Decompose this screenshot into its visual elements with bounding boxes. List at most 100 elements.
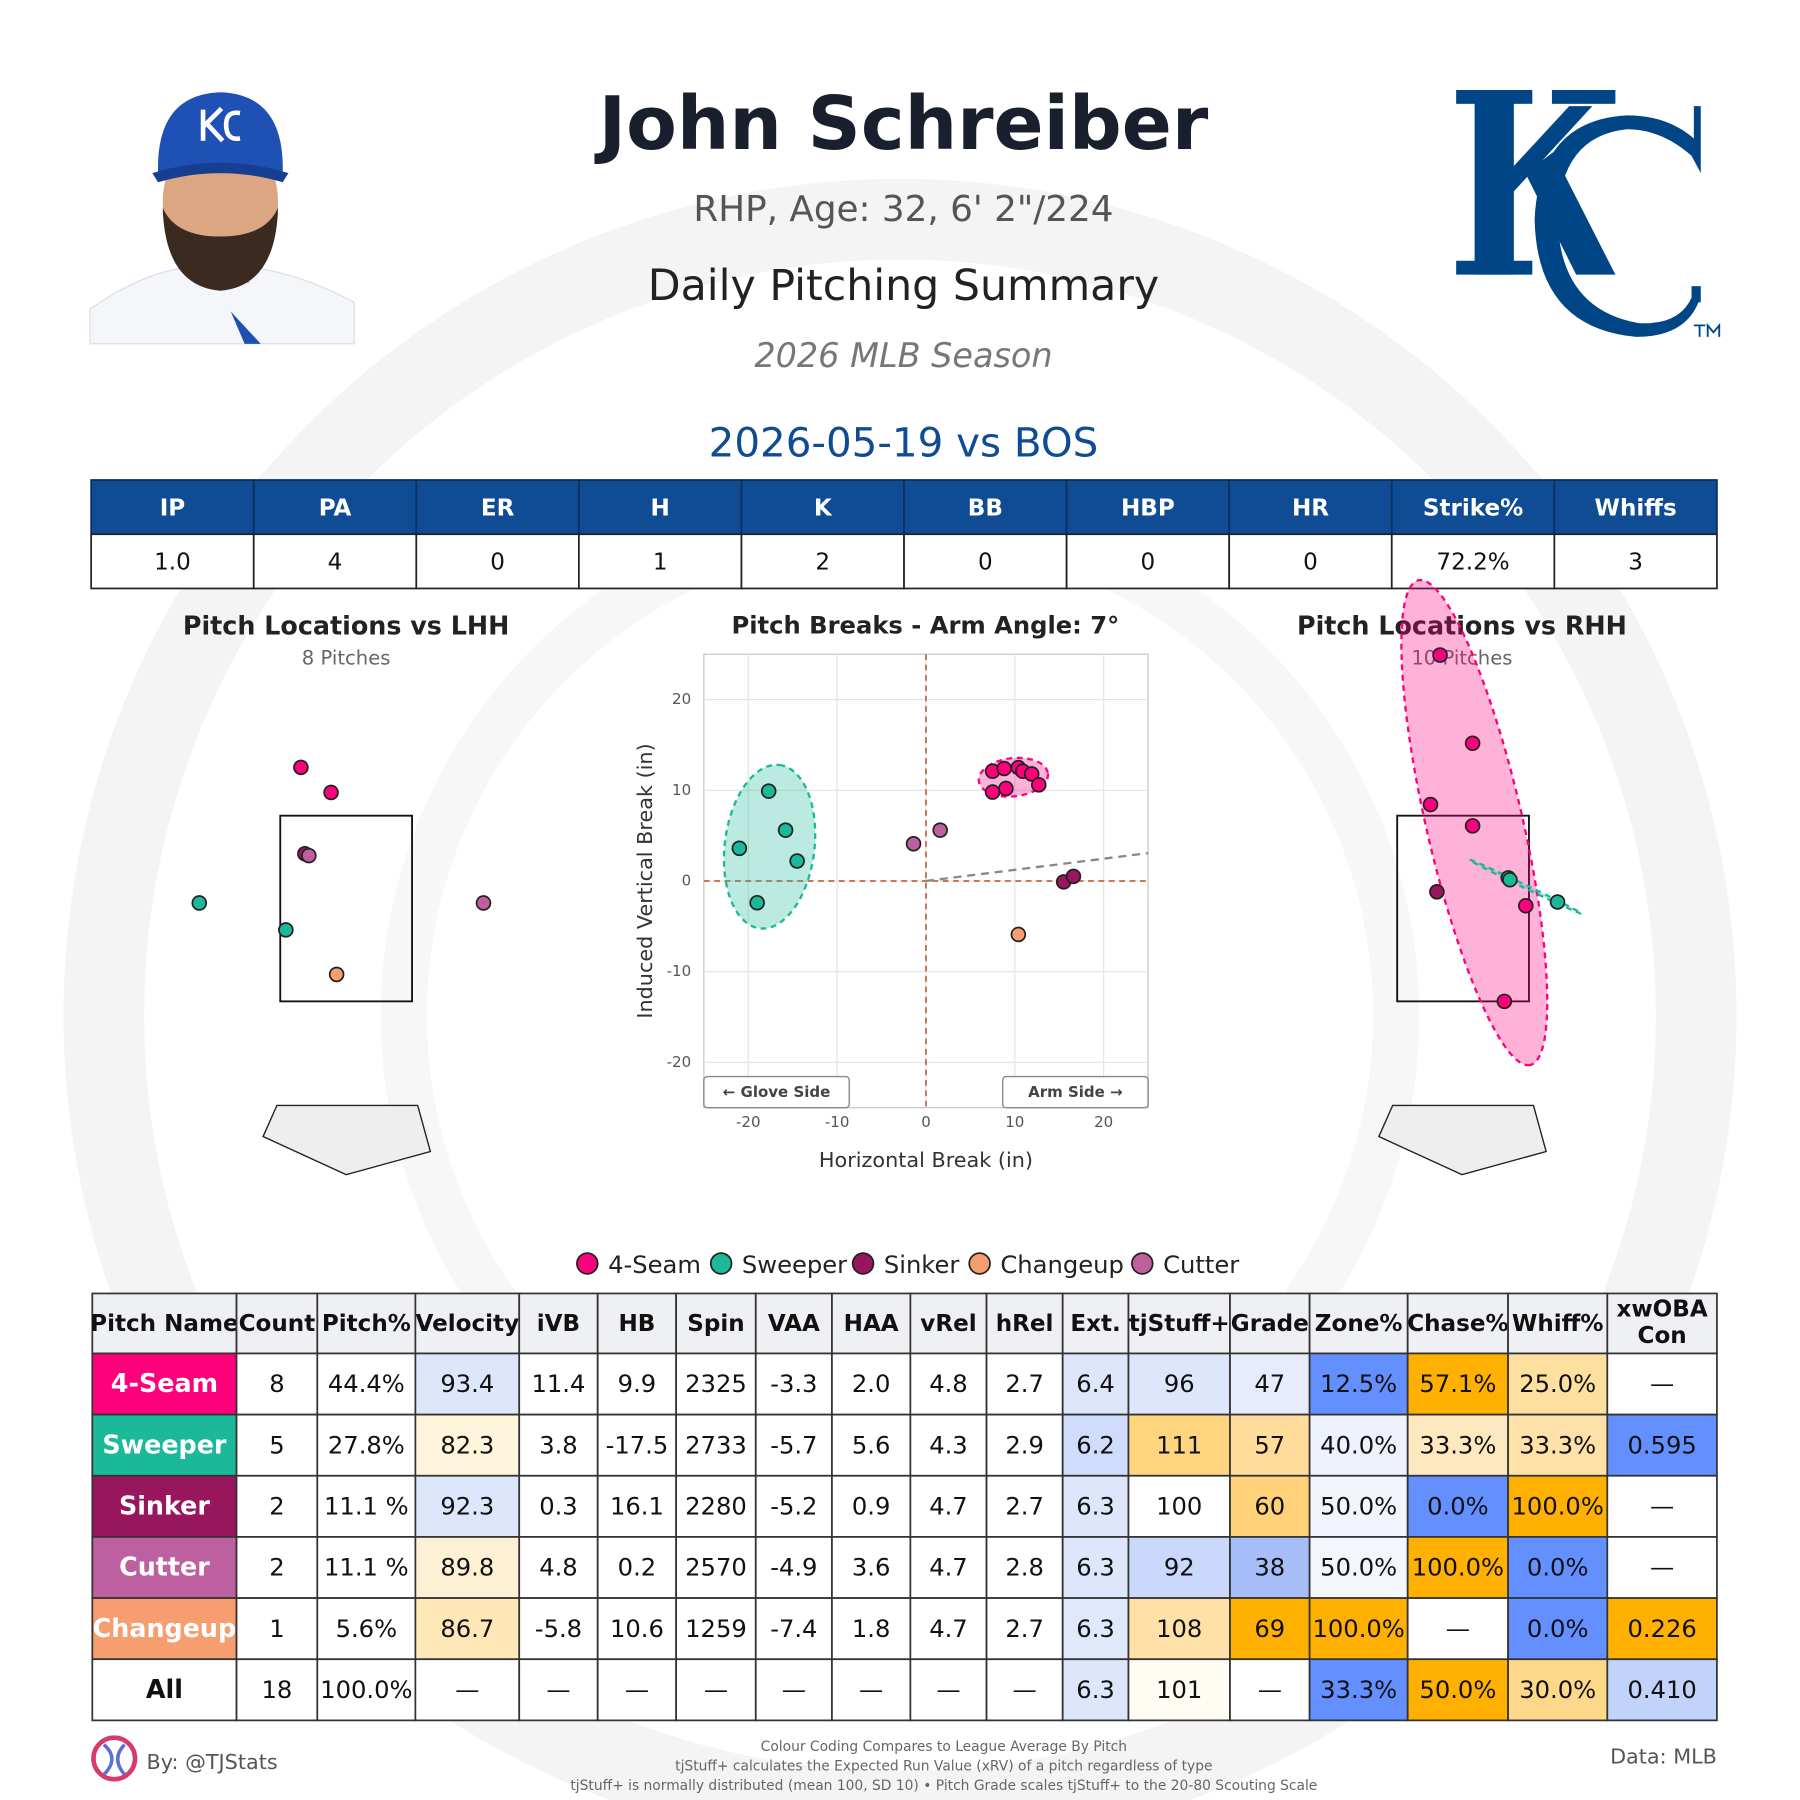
table-header: HB — [618, 1311, 655, 1337]
table-value: 5.6% — [336, 1615, 398, 1643]
table-cell — [414, 1474, 521, 1538]
table-cell — [1606, 1413, 1718, 1477]
stat-header: HR — [1292, 495, 1329, 521]
legend-label: 4-Seam — [608, 1251, 701, 1279]
legend-marker — [709, 1252, 733, 1275]
table-value: 2.8 — [1005, 1554, 1044, 1582]
density-ellipse — [722, 763, 817, 930]
pitch-point — [1518, 897, 1534, 914]
pitch-name: Cutter — [119, 1552, 210, 1582]
table-header: xwOBA Con — [1616, 1295, 1708, 1349]
table-header-cell — [235, 1292, 319, 1355]
table-header: Ext. — [1070, 1311, 1120, 1337]
home-plate — [262, 1104, 432, 1176]
table-value: 2 — [269, 1493, 284, 1521]
table-value: 33.3% — [1320, 1676, 1397, 1704]
table-value: 93.4 — [440, 1370, 494, 1398]
table-value: 5 — [269, 1431, 284, 1459]
stat-value: 0 — [1141, 550, 1156, 576]
player-headshot — [89, 92, 355, 345]
table-value: 3.6 — [852, 1554, 891, 1582]
legend-label: Sweeper — [742, 1251, 847, 1279]
table-cell — [675, 1536, 757, 1599]
table-value: 5.6 — [852, 1431, 891, 1459]
side-label-box — [703, 1075, 850, 1109]
table-value: 57 — [1254, 1431, 1285, 1459]
pitch-point — [1429, 884, 1445, 900]
table-cell — [596, 1597, 678, 1661]
table-value: 4.8 — [539, 1554, 578, 1582]
table-cell — [909, 1352, 988, 1416]
pitch-point — [1464, 818, 1481, 834]
table-header-cell — [596, 1292, 678, 1355]
table-cell — [1606, 1658, 1718, 1722]
table-header: Chase% — [1407, 1311, 1508, 1337]
table-cell — [909, 1658, 988, 1722]
table-value: 0.226 — [1627, 1615, 1696, 1643]
table-value: 0.0% — [1427, 1493, 1489, 1521]
pitch-point — [1464, 735, 1481, 752]
stat-header: ER — [481, 495, 515, 521]
table-value: 33.3% — [1419, 1431, 1496, 1459]
pitch-name: Changeup — [93, 1613, 236, 1643]
table-value: 38 — [1254, 1554, 1285, 1582]
table-cell — [414, 1658, 521, 1722]
table-value: 0.0% — [1527, 1554, 1589, 1582]
table-header: Count — [239, 1311, 316, 1337]
stat-value: 1.0 — [154, 550, 191, 576]
table-value: 4.7 — [929, 1615, 968, 1643]
y-tick-label: -20 — [667, 1053, 692, 1071]
table-cell — [831, 1536, 912, 1599]
table-value: -4.9 — [770, 1554, 817, 1582]
legend-marker — [1131, 1252, 1154, 1275]
stat-value: 4 — [328, 550, 343, 576]
pitch-point — [789, 853, 805, 869]
table-header: Pitch% — [322, 1311, 411, 1337]
stat-header: Strike% — [1423, 495, 1523, 521]
table-value: 50.0% — [1320, 1493, 1397, 1521]
table-value: 2280 — [685, 1493, 747, 1521]
table-value: 0.0% — [1527, 1615, 1589, 1643]
table-cell — [235, 1536, 319, 1599]
table-value: 1.8 — [852, 1615, 891, 1643]
table-value: 2.9 — [1005, 1431, 1044, 1459]
table-cell — [1308, 1536, 1409, 1599]
table-cell — [985, 1474, 1064, 1538]
table-value: 44.4% — [328, 1370, 405, 1398]
table-cell — [1229, 1597, 1311, 1661]
table-header: Pitch Name — [90, 1311, 239, 1337]
pitch-point — [996, 760, 1012, 777]
table-cell — [1229, 1658, 1311, 1722]
table-cell — [675, 1658, 757, 1722]
table-value: -17.5 — [606, 1431, 669, 1459]
table-value: 10.6 — [610, 1615, 664, 1643]
table-header: Velocity — [415, 1311, 519, 1337]
stat-header: IP — [160, 495, 185, 521]
table-value: 12.5% — [1320, 1370, 1397, 1398]
table-cell — [1507, 1658, 1609, 1722]
stat-value-cell — [1228, 533, 1393, 590]
x-tick-label: 10 — [1005, 1113, 1024, 1131]
table-cell — [518, 1413, 599, 1477]
table-header-cell — [91, 1292, 238, 1355]
pitch-name: 4-Seam — [111, 1368, 218, 1398]
table-value: -7.4 — [770, 1615, 817, 1643]
table-cell — [1507, 1413, 1609, 1477]
table-value: 6.2 — [1076, 1431, 1115, 1459]
table-value: 3.8 — [539, 1431, 578, 1459]
table-cell — [596, 1536, 678, 1599]
table-header: VAA — [768, 1311, 820, 1337]
table-value: 0.410 — [1627, 1676, 1696, 1704]
stat-header: BB — [968, 495, 1003, 521]
table-cell — [1308, 1474, 1409, 1538]
table-value: 11.4 — [531, 1370, 585, 1398]
pitch-point — [1031, 777, 1047, 793]
table-cell — [91, 1658, 238, 1722]
table-cell — [831, 1597, 912, 1661]
table-cell — [1127, 1352, 1231, 1416]
table-header-cell — [675, 1292, 757, 1355]
footer-author: By: @TJStats — [147, 1750, 278, 1774]
table-header: tjStuff+ — [1129, 1311, 1230, 1337]
table-header-cell — [1061, 1292, 1130, 1355]
pitch-name: Sinker — [119, 1491, 210, 1521]
